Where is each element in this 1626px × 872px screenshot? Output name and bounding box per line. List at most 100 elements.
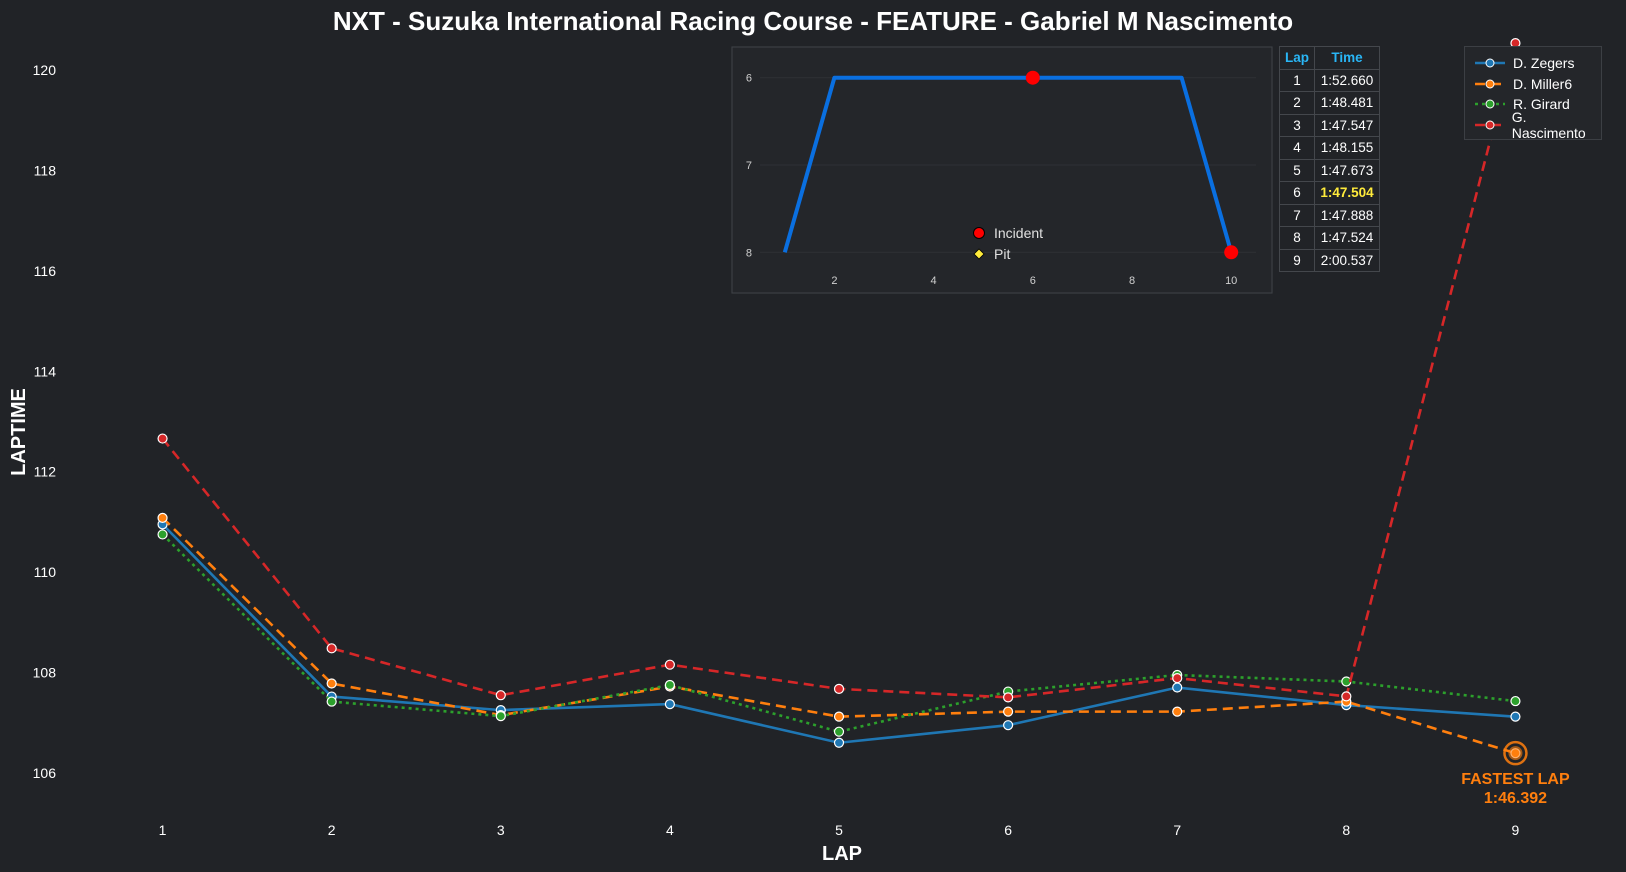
- data-point-r-girard: [157, 529, 168, 540]
- data-point-d-miller6: [157, 512, 168, 523]
- legend-swatch: [1475, 58, 1505, 68]
- data-point-r-girard: [495, 711, 506, 722]
- data-point-r-girard: [326, 696, 337, 707]
- data-point-d-zegers: [664, 698, 675, 710]
- lap-number-cell: 9: [1278, 248, 1316, 272]
- lap-table-body: 1 1:52.660 2 1:48.481 3 1:47.547 4 1:48.155 5 1:4…: [1278, 68, 1381, 272]
- legend-label: G. Nascimento: [1511, 108, 1586, 141]
- lap-number-cell: 1: [1278, 68, 1316, 92]
- lap-number-cell: 7: [1278, 203, 1316, 227]
- lap-time-cell: 1:48.155: [1314, 136, 1381, 160]
- x-tick-label: 6: [1004, 822, 1012, 838]
- x-tick-label: 5: [835, 822, 843, 838]
- inset-legend-pit: Pit: [968, 243, 1043, 264]
- pit-label: Pit: [994, 245, 1011, 262]
- series-line-d-zegers: [161, 523, 1516, 745]
- chart-title: NXT - Suzuka International Racing Course…: [332, 6, 1294, 36]
- table-row: 4 1:48.155: [1278, 136, 1381, 160]
- y-tick-label: 106: [33, 765, 57, 781]
- y-tick-label: 116: [34, 263, 57, 279]
- x-tick-label: 4: [666, 822, 674, 838]
- data-point-g-nascimento: [495, 690, 506, 701]
- lap-time-cell: 1:47.524: [1314, 226, 1381, 250]
- table-row: 5 1:47.673: [1278, 158, 1381, 182]
- table-row: 1 1:52.660: [1278, 68, 1381, 92]
- legend-item-g-nascimento: G. Nascimento: [1473, 109, 1601, 141]
- data-point-d-zegers: [1003, 720, 1014, 731]
- table-row: 9 2:00.537: [1278, 248, 1381, 272]
- inset-x-tick-label: 2: [831, 275, 837, 287]
- fastest-lap-highlight: [1508, 746, 1523, 761]
- data-point-g-nascimento: [1172, 672, 1183, 684]
- legend-item-d-zegers: D. Zegers: [1473, 53, 1601, 74]
- time-header: Time: [1314, 46, 1381, 70]
- pit-marker-icon: [973, 247, 985, 260]
- table-row: 7 1:47.888: [1278, 203, 1381, 227]
- lap-number-cell: 5: [1278, 158, 1316, 182]
- inset-x-tick-label: 10: [1225, 275, 1237, 287]
- x-axis-label: LAP: [822, 843, 862, 865]
- x-tick-label: 3: [497, 822, 505, 838]
- data-point-d-zegers: [1172, 682, 1183, 693]
- x-tick-label: 2: [328, 822, 336, 838]
- lap-time-cell: 1:48.481: [1314, 91, 1381, 115]
- lap-time-cell: 1:52.660: [1314, 68, 1381, 92]
- position-inset: 6 7 8 2 4 6 8 10: [731, 46, 1273, 294]
- inset-y-tick-label: 7: [746, 160, 752, 172]
- x-tick-label: 8: [1342, 822, 1350, 838]
- lap-number-cell: 8: [1278, 226, 1316, 250]
- data-point-d-miller6: [1003, 706, 1014, 717]
- inset-y-tick-label: 8: [746, 247, 752, 259]
- lap-time-cell: 1:47.673: [1314, 158, 1381, 182]
- best-lap-time-cell: 1:47.504: [1314, 181, 1381, 205]
- position-line: [782, 75, 1234, 253]
- x-tick-label: 9: [1512, 822, 1520, 838]
- lap-time-table: Lap Time 1 1:52.660 2 1:48.481 3 1:47.547 4 1:4…: [1278, 46, 1381, 272]
- data-point-g-nascimento: [1003, 692, 1014, 703]
- data-point-r-girard: [1510, 695, 1521, 707]
- y-tick-label: 114: [34, 363, 57, 379]
- y-tick-label: 118: [34, 163, 57, 179]
- lap-number-cell: 3: [1278, 113, 1316, 137]
- data-point-d-zegers: [1510, 711, 1521, 722]
- data-point-g-nascimento: [326, 643, 337, 654]
- data-point-d-miller6: [326, 678, 337, 689]
- legend-label: R. Girard: [1513, 96, 1570, 113]
- incident-label: Incident: [994, 224, 1044, 241]
- fastest-lap-label: FASTEST LAP: [1461, 771, 1570, 788]
- legend-swatch: [1475, 99, 1505, 109]
- legend-label: D. Zegers: [1513, 55, 1575, 72]
- fastest-lap-ring: [1503, 740, 1528, 766]
- inset-x-tick-label: 8: [1129, 275, 1135, 287]
- inset-x-tick-label: 6: [1030, 275, 1036, 287]
- data-point-g-nascimento: [664, 659, 675, 670]
- lap-time-cell: 2:00.537: [1314, 248, 1381, 272]
- incident-marker: [1224, 245, 1239, 260]
- lap-header: Lap: [1278, 46, 1316, 70]
- table-row: 8 1:47.524: [1278, 226, 1381, 250]
- incident-marker: [1025, 70, 1040, 85]
- inset-x-tick-label: 4: [931, 275, 937, 287]
- incident-marker-icon: [973, 226, 985, 239]
- table-row: 6 1:47.504: [1278, 181, 1381, 205]
- data-point-d-miller6: [833, 711, 845, 722]
- y-tick-label: 108: [33, 664, 57, 680]
- legend-swatch: [1475, 120, 1505, 130]
- data-point-d-zegers: [833, 737, 845, 748]
- data-point-g-nascimento: [157, 433, 168, 444]
- y-tick-label: 112: [34, 464, 57, 480]
- inset-y-tick-label: 6: [746, 73, 752, 85]
- legend-label: D. Miller6: [1513, 75, 1573, 92]
- data-point-r-girard: [664, 679, 675, 691]
- y-axis-label: LAPTIME: [8, 388, 30, 476]
- x-tick-label: 7: [1173, 822, 1181, 838]
- legend-item-r-girard: R. Girard: [1473, 94, 1601, 115]
- lap-table-header: Lap Time: [1278, 46, 1381, 70]
- data-point-g-nascimento: [833, 683, 845, 694]
- data-point-g-nascimento: [1341, 691, 1352, 702]
- lap-number-cell: 4: [1278, 136, 1316, 160]
- data-point-d-miller6: [1172, 706, 1183, 717]
- lap-time-cell: 1:47.888: [1314, 203, 1381, 227]
